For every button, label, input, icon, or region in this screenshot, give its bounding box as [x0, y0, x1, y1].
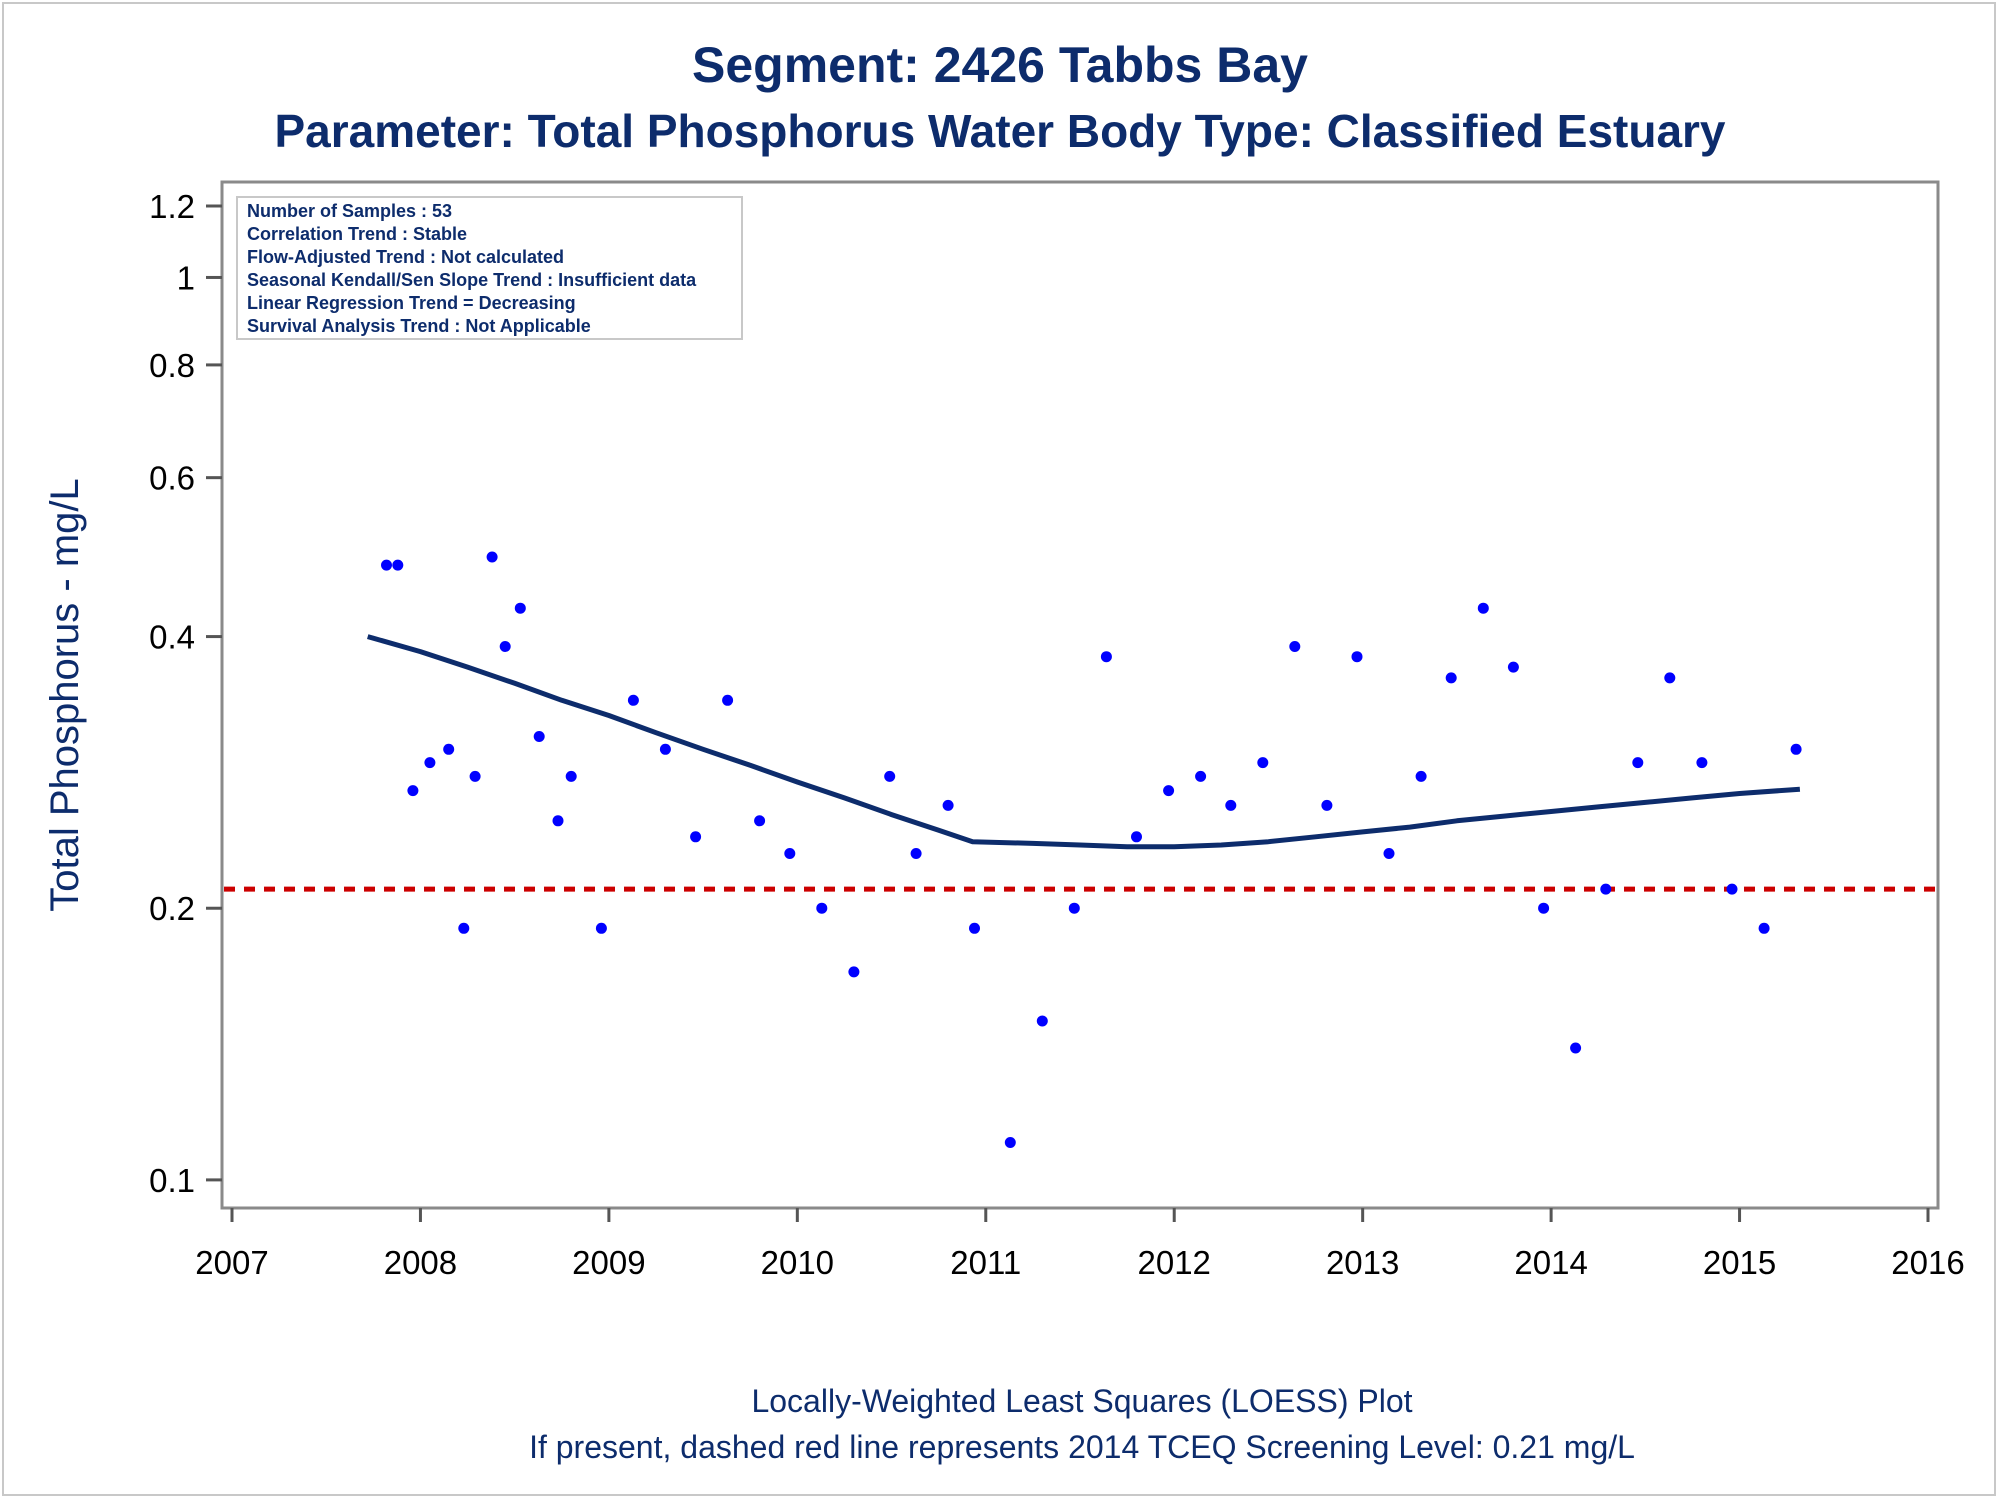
x-tick-label: 2009: [572, 1244, 645, 1281]
data-point: [552, 815, 564, 827]
footer-screening-note: If present, dashed red line represents 2…: [529, 1429, 1635, 1465]
data-point: [424, 757, 436, 769]
data-point: [1477, 602, 1489, 614]
data-point: [392, 559, 404, 571]
data-point: [1696, 757, 1708, 769]
data-point: [1351, 651, 1363, 663]
data-point: [1664, 672, 1676, 684]
data-point: [1163, 785, 1175, 797]
data-point: [1321, 799, 1333, 811]
y-tick-label: 1.2: [149, 188, 195, 225]
footer-loess-note: Locally-Weighted Least Squares (LOESS) P…: [751, 1383, 1412, 1419]
x-tick-label: 2011: [950, 1244, 1021, 1281]
y-tick-label: 0.1: [149, 1162, 195, 1199]
plot-area: [220, 180, 1940, 1210]
info-line: Correlation Trend : Stable: [247, 224, 467, 244]
x-axis: 2007 2008 2009 2010 2011 2012 2013 2014 2015 2016: [195, 1208, 1965, 1281]
data-point: [690, 831, 702, 843]
data-point: [381, 559, 392, 571]
data-point: [884, 770, 896, 782]
data-point: [458, 922, 470, 934]
data-point: [499, 641, 511, 652]
x-tick-label: 2014: [1514, 1244, 1587, 1281]
x-tick-label: 2010: [761, 1244, 834, 1281]
data-point: [1632, 757, 1644, 769]
info-box-frame: [236, 196, 743, 340]
data-point: [722, 694, 734, 706]
data-point: [627, 694, 639, 706]
data-point: [1538, 902, 1550, 914]
data-point: [1507, 661, 1519, 673]
data-point: [514, 602, 526, 614]
data-point: [1790, 743, 1802, 755]
data-point: [486, 551, 498, 563]
data-point: [848, 966, 860, 978]
data-point: [1445, 672, 1457, 684]
data-point: [1036, 1015, 1048, 1027]
y-axis: 0.1 0.2 0.4 0.6 0.8 1 1.2: [149, 188, 222, 1199]
data-point: [1415, 770, 1427, 782]
x-tick-label: 2015: [1703, 1244, 1776, 1281]
data-point: [1758, 922, 1770, 934]
data-point: [1100, 651, 1112, 663]
info-line: Linear Regression Trend = Decreasing: [247, 293, 576, 313]
data-point: [969, 922, 980, 934]
info-line: Number of Samples : 53: [247, 201, 452, 221]
trend-info-box: Number of Samples : 53 Correlation Trend…: [236, 196, 743, 340]
x-tick-label: 2012: [1138, 1244, 1211, 1281]
info-line: Seasonal Kendall/Sen Slope Trend : Insuf…: [247, 270, 697, 290]
data-point: [1570, 1042, 1582, 1054]
y-axis-label: Total Phosphorus - mg/L: [43, 478, 87, 912]
y-tick-label: 0.4: [149, 619, 195, 656]
data-point: [1068, 902, 1080, 914]
chart-title: Segment: 2426 Tabbs Bay: [692, 37, 1308, 93]
data-point: [659, 743, 671, 755]
data-point: [1726, 883, 1738, 895]
data-point: [533, 731, 545, 742]
loess-trend-line: [367, 634, 1801, 850]
data-point: [816, 902, 828, 914]
x-tick-label: 2013: [1326, 1244, 1399, 1281]
chart-subtitle: Parameter: Total Phosphorus Water Body T…: [274, 105, 1725, 157]
data-point: [942, 799, 954, 811]
y-tick-label: 0.8: [149, 347, 195, 384]
data-point: [1195, 770, 1207, 782]
data-point: [1131, 831, 1142, 843]
x-tick-label: 2007: [195, 1244, 268, 1281]
data-point: [1004, 1137, 1016, 1148]
data-point: [469, 770, 481, 782]
data-point: [1383, 848, 1395, 859]
y-tick-label: 0.2: [149, 890, 195, 927]
data-point: [565, 770, 577, 782]
x-tick-label: 2008: [384, 1244, 457, 1281]
data-point: [1289, 641, 1301, 652]
data-point: [1600, 883, 1612, 895]
data-point: [407, 785, 419, 797]
data-point: [754, 815, 766, 827]
data-point: [1225, 799, 1237, 811]
data-points: [362, 197, 1802, 1148]
info-line: Survival Analysis Trend : Not Applicable: [247, 316, 591, 336]
data-point: [910, 848, 922, 859]
data-point: [1257, 757, 1269, 769]
data-point: [784, 848, 796, 859]
y-tick-label: 0.6: [149, 460, 195, 497]
info-line: Flow-Adjusted Trend : Not calculated: [247, 247, 564, 267]
data-point: [443, 743, 455, 755]
x-tick-label: 2016: [1891, 1244, 1964, 1281]
y-tick-label: 1: [177, 259, 195, 296]
data-point: [595, 922, 607, 934]
